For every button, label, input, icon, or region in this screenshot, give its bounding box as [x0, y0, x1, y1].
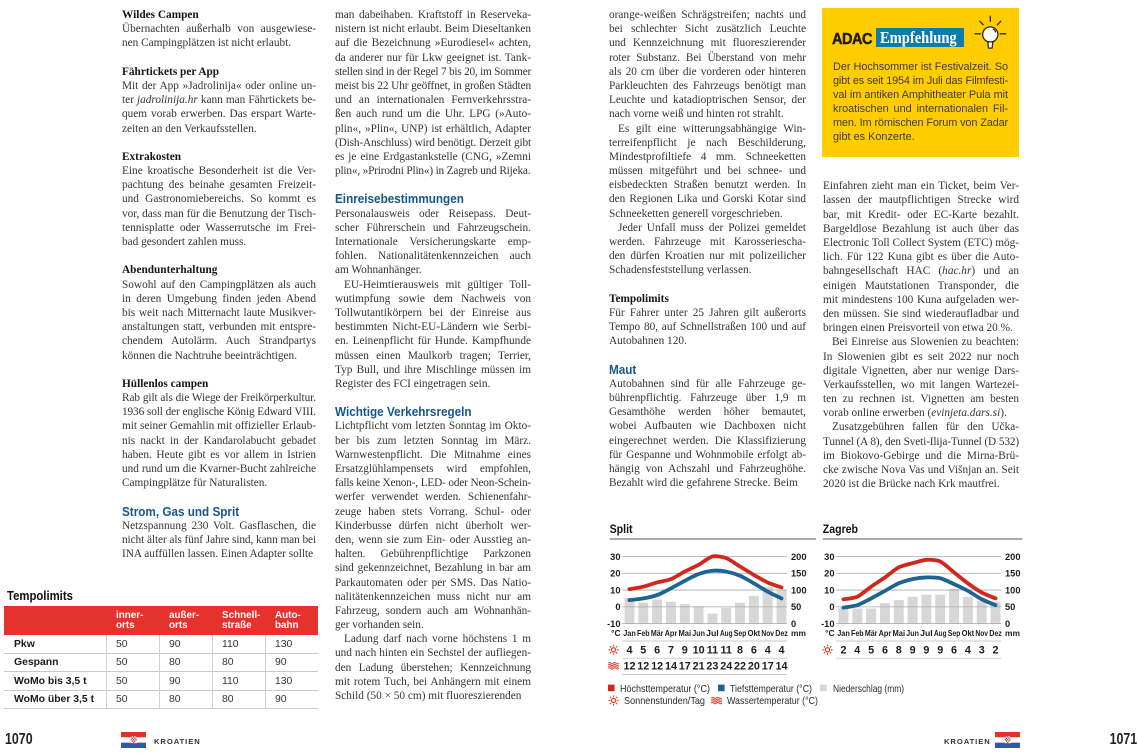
svg-text:14: 14 — [776, 661, 788, 673]
svg-text:Feb: Feb — [851, 628, 864, 638]
svg-text:23: 23 — [706, 661, 718, 673]
svg-text:17: 17 — [679, 661, 691, 673]
svg-text:Sonnenstunden/Tag: Sonnenstunden/Tag — [624, 696, 705, 707]
svg-text:20: 20 — [824, 569, 834, 579]
svg-text:Tiefsttemperatur (°C): Tiefsttemperatur (°C) — [730, 684, 812, 695]
svg-text:Split: Split — [610, 522, 633, 536]
svg-text:9: 9 — [682, 645, 688, 657]
svg-text:0: 0 — [1005, 619, 1010, 629]
svg-text:0: 0 — [829, 602, 834, 612]
svg-text:7: 7 — [668, 645, 674, 657]
svg-text:Mär: Mär — [651, 628, 664, 638]
svg-text:Mär: Mär — [865, 628, 878, 638]
svg-text:10: 10 — [610, 585, 620, 595]
svg-text:30: 30 — [610, 552, 620, 562]
svg-text:200: 200 — [791, 552, 807, 562]
svg-text:22: 22 — [734, 661, 746, 673]
svg-text:9: 9 — [910, 645, 916, 657]
svg-text:14: 14 — [665, 661, 677, 673]
svg-text:150: 150 — [1005, 569, 1021, 579]
svg-text:4: 4 — [965, 645, 971, 657]
svg-text:8: 8 — [737, 645, 743, 657]
svg-text:Apr: Apr — [879, 628, 892, 638]
svg-text:9: 9 — [923, 645, 929, 657]
svg-text:-10: -10 — [607, 619, 620, 629]
svg-text:Höchsttemperatur (°C): Höchsttemperatur (°C) — [620, 684, 710, 695]
svg-text:2: 2 — [993, 645, 999, 657]
svg-text:mm: mm — [1005, 628, 1020, 638]
svg-text:4: 4 — [779, 645, 785, 657]
svg-text:30: 30 — [824, 552, 834, 562]
svg-text:mm: mm — [791, 628, 806, 638]
svg-text:Niederschlag (mm): Niederschlag (mm) — [833, 684, 904, 695]
svg-text:8: 8 — [896, 645, 902, 657]
svg-text:6: 6 — [654, 645, 660, 657]
svg-text:24: 24 — [720, 661, 732, 673]
svg-text:-10: -10 — [821, 619, 834, 629]
svg-text:4: 4 — [626, 645, 632, 657]
svg-text:50: 50 — [791, 602, 801, 612]
svg-text:Jun: Jun — [906, 628, 919, 638]
svg-text:20: 20 — [748, 661, 760, 673]
svg-text:11: 11 — [707, 645, 718, 657]
svg-text:Mai: Mai — [892, 628, 905, 638]
svg-text:Wassertemperatur (°C): Wassertemperatur (°C) — [727, 696, 818, 707]
svg-text:9: 9 — [937, 645, 943, 657]
svg-text:Dez: Dez — [989, 628, 1002, 638]
svg-text:Zagreb: Zagreb — [823, 522, 858, 536]
svg-text:12: 12 — [637, 661, 649, 673]
svg-text:Okt: Okt — [962, 628, 975, 638]
svg-text:Aug: Aug — [934, 628, 947, 638]
svg-text:0: 0 — [615, 602, 620, 612]
svg-text:Sep: Sep — [948, 628, 961, 638]
svg-text:Nov: Nov — [975, 628, 988, 638]
svg-text:Apr: Apr — [665, 628, 678, 638]
svg-text:100: 100 — [791, 585, 807, 595]
svg-text:2: 2 — [840, 645, 846, 657]
svg-text:5: 5 — [640, 645, 646, 657]
svg-text:4: 4 — [765, 645, 771, 657]
svg-text:12: 12 — [651, 661, 663, 673]
svg-text:5: 5 — [868, 645, 874, 657]
svg-text:21: 21 — [693, 661, 705, 673]
svg-text:Mai: Mai — [678, 628, 691, 638]
svg-text:10: 10 — [693, 645, 705, 657]
svg-text:3: 3 — [979, 645, 985, 657]
svg-text:6: 6 — [882, 645, 888, 657]
svg-text:Jan: Jan — [837, 628, 850, 638]
svg-text:12: 12 — [623, 661, 635, 673]
svg-text:Sep: Sep — [734, 628, 747, 638]
svg-text:Dez: Dez — [775, 628, 788, 638]
svg-text:20: 20 — [610, 569, 620, 579]
svg-text:Feb: Feb — [637, 628, 650, 638]
svg-text:100: 100 — [1005, 585, 1021, 595]
svg-text:6: 6 — [751, 645, 757, 657]
svg-text:4: 4 — [854, 645, 860, 657]
svg-text:Jul: Jul — [706, 628, 719, 638]
svg-text:Nov: Nov — [761, 628, 774, 638]
svg-text:Okt: Okt — [748, 628, 761, 638]
svg-text:Jan: Jan — [623, 628, 636, 638]
svg-text:°C: °C — [825, 628, 834, 638]
svg-text:17: 17 — [762, 661, 774, 673]
svg-text:11: 11 — [721, 645, 732, 657]
svg-text:°C: °C — [611, 628, 620, 638]
svg-text:10: 10 — [824, 585, 834, 595]
svg-text:Jun: Jun — [692, 628, 705, 638]
svg-text:200: 200 — [1005, 552, 1021, 562]
svg-text:0: 0 — [791, 619, 796, 629]
svg-text:50: 50 — [1005, 602, 1015, 612]
svg-text:6: 6 — [951, 645, 957, 657]
svg-text:150: 150 — [791, 569, 807, 579]
svg-text:Aug: Aug — [720, 628, 733, 638]
svg-text:Jul: Jul — [920, 628, 933, 638]
